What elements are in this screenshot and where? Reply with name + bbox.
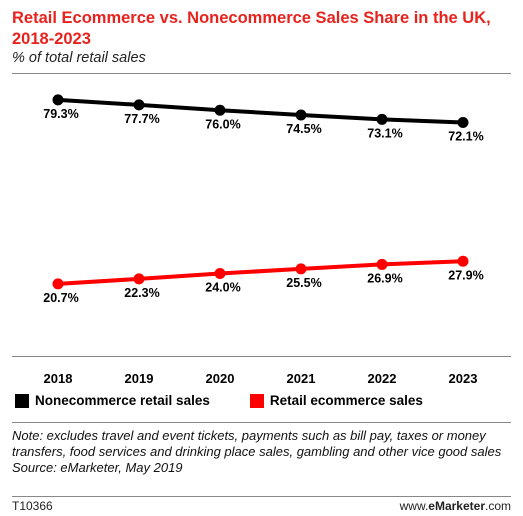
legend: Nonecommerce retail sales Retail ecommer…	[15, 393, 423, 408]
data-label-0-1: 77.7%	[124, 112, 159, 126]
data-point-0-0	[52, 94, 64, 106]
series-line-0	[57, 97, 464, 125]
data-point-0-2	[214, 104, 226, 116]
legend-swatch-ecommerce	[249, 393, 264, 408]
chart-id: T10366	[12, 499, 53, 513]
chart-subtitle: % of total retail sales	[12, 50, 146, 66]
data-label-1-3: 25.5%	[286, 276, 321, 290]
data-point-1-2	[214, 268, 226, 280]
series-line-1	[57, 259, 464, 286]
line-chart: 79.3% 77.7% 76.0% 74.5% 73.1% 72.1% 20.7% 22.3%…	[43, 94, 484, 386]
data-point-0-1	[133, 99, 145, 111]
data-point-1-5	[457, 255, 469, 267]
note-text: Note: excludes travel and event tickets,…	[12, 428, 502, 459]
x-tick-label-3: 2021	[287, 371, 316, 386]
data-label-1-4: 26.9%	[367, 271, 402, 285]
brand-prefix: www.	[399, 499, 429, 513]
footer-divider	[12, 496, 511, 497]
data-point-0-4	[376, 113, 388, 125]
legend-swatch-nonecommerce	[15, 393, 29, 408]
x-tick-label-4: 2022	[368, 371, 397, 386]
legend-item-ecommerce: Retail ecommerce sales	[249, 393, 423, 408]
x-tick-label-2: 2020	[206, 371, 235, 386]
data-point-0-5	[457, 117, 469, 129]
footnote: Note: excludes travel and event tickets,…	[12, 428, 512, 476]
data-label-0-0: 79.3%	[43, 107, 78, 121]
data-label-0-5: 72.1%	[448, 130, 483, 144]
data-label-0-2: 76.0%	[205, 117, 240, 131]
data-point-1-4	[376, 258, 388, 270]
brand-suffix: .com	[484, 499, 511, 513]
source-text: Source: eMarketer, May 2019	[12, 460, 183, 475]
legend-label-nonecommerce: Nonecommerce retail sales	[35, 393, 210, 408]
data-point-0-3	[295, 109, 307, 121]
data-label-1-5: 27.9%	[448, 268, 483, 282]
legend-item-nonecommerce: Nonecommerce retail sales	[15, 393, 210, 408]
x-tick-label-5: 2023	[449, 371, 478, 386]
legend-divider	[12, 422, 511, 423]
data-label-0-4: 73.1%	[367, 126, 402, 140]
chart-title: Retail Ecommerce vs. Nonecommerce Sales …	[12, 9, 491, 48]
data-point-1-3	[295, 263, 307, 275]
brand-link[interactable]: www.eMarketer.com	[400, 499, 511, 513]
axis-divider	[12, 356, 511, 357]
data-label-1-0: 20.7%	[43, 291, 78, 305]
data-label-1-1: 22.3%	[124, 286, 159, 300]
top-divider	[12, 73, 511, 74]
brand-name: eMarketer	[428, 499, 485, 513]
data-label-0-3: 74.5%	[286, 122, 321, 136]
x-tick-label-1: 2019	[125, 371, 154, 386]
data-point-1-1	[133, 273, 145, 285]
data-label-1-2: 24.0%	[205, 281, 240, 295]
data-point-1-0	[52, 278, 64, 290]
x-tick-label-0: 2018	[44, 371, 73, 386]
legend-label-ecommerce: Retail ecommerce sales	[269, 393, 423, 408]
